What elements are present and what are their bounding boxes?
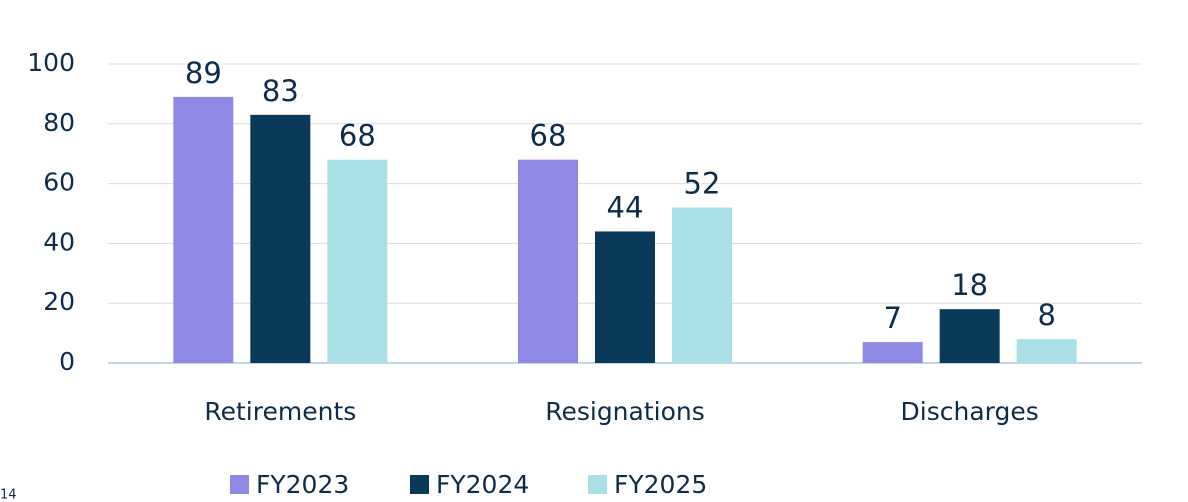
value-label: 52 [684, 167, 721, 201]
value-label: 44 [607, 190, 644, 224]
legend-swatch [410, 475, 429, 494]
legend-swatch [230, 475, 249, 494]
bar [518, 159, 578, 363]
value-label: 7 [883, 301, 901, 335]
value-label: 68 [530, 119, 567, 153]
x-tick-label: Retirements [204, 397, 356, 426]
bar [672, 207, 732, 363]
y-tick-label: 0 [59, 347, 75, 376]
legend-label: FY2023 [256, 470, 349, 499]
y-tick-label: 20 [43, 287, 75, 316]
x-tick-label: Discharges [901, 397, 1039, 426]
value-label: 68 [339, 119, 376, 153]
y-tick-label: 80 [43, 108, 75, 137]
legend-label: FY2024 [436, 470, 529, 499]
y-tick-label: 40 [43, 227, 75, 256]
x-tick-label: Resignations [545, 397, 705, 426]
bar [595, 231, 655, 363]
value-label: 18 [951, 268, 988, 302]
legend-label: FY2025 [614, 470, 707, 499]
value-label: 83 [262, 74, 299, 108]
page-number: 14 [0, 488, 17, 502]
value-label: 89 [185, 56, 222, 90]
y-tick-label: 100 [27, 48, 75, 77]
y-tick-label: 60 [43, 168, 75, 197]
legend-swatch [588, 475, 607, 494]
bar [327, 159, 388, 363]
bar [939, 309, 1000, 363]
value-label: 8 [1037, 298, 1055, 332]
bar [1016, 339, 1077, 363]
bar [862, 342, 923, 363]
bar [250, 114, 311, 363]
bar [173, 96, 234, 363]
